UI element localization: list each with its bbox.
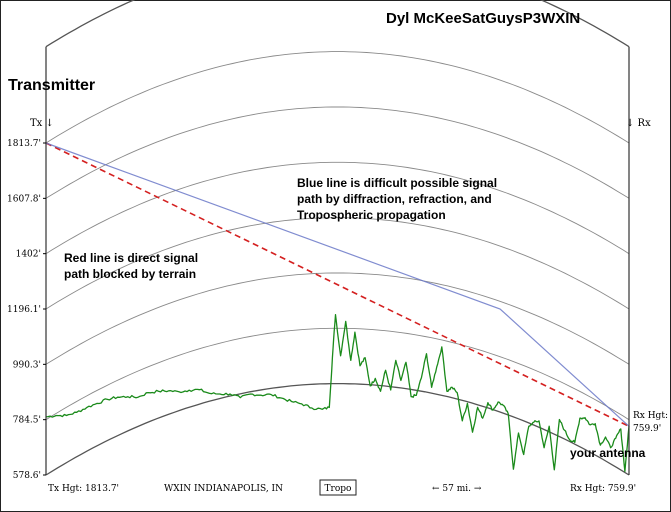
tropo-button-label[interactable]: Tropo bbox=[325, 484, 352, 494]
chart-title: Dyl McKeeSatGuysP3WXIN bbox=[386, 10, 580, 27]
profile-boundaries bbox=[45, 46, 630, 475]
y-tick-label: 578.6' bbox=[13, 471, 41, 481]
station-name: WXIN INDIANAPOLIS, IN bbox=[164, 484, 283, 494]
earth-curve-line bbox=[45, 161, 630, 255]
y-tick-label: 1607.8' bbox=[7, 194, 41, 204]
earth-curve-line bbox=[45, 106, 630, 199]
red-line-annotation: Red line is direct signal path blocked b… bbox=[64, 251, 198, 281]
distance-label: ← 57 mi. → bbox=[432, 484, 482, 494]
earth-curve-line bbox=[45, 327, 630, 421]
blue-note-line-3: Tropospheric propagation bbox=[297, 208, 446, 222]
earth-curve-line bbox=[45, 217, 630, 310]
y-tick-label: 990.3' bbox=[13, 360, 41, 370]
y-axis-ticks: 1813.7' 1607.8' 1402' 1196.1' 990.3' 784.5' 57… bbox=[7, 139, 46, 481]
rx-height-value: 759.9' bbox=[633, 424, 661, 434]
blue-note-line-2: path by diffraction, refraction, and bbox=[297, 192, 492, 206]
rx-height-label: Rx Hgt: bbox=[633, 411, 668, 421]
y-tick-label: 784.5' bbox=[13, 416, 41, 426]
rx-height-footer: Rx Hgt: 759.9' bbox=[570, 484, 636, 494]
blue-line-annotation: Blue line is difficult possible signal p… bbox=[297, 176, 497, 222]
rx-marker: ↓ Rx bbox=[626, 118, 651, 129]
y-tick-label: 1402' bbox=[16, 250, 41, 260]
earth-curve-line bbox=[45, 51, 630, 144]
footer: Tx Hgt: 1813.7' WXIN INDIANAPOLIS, IN Tr… bbox=[48, 479, 636, 496]
earth-curvature-lines bbox=[45, 0, 630, 476]
y-tick-label: 1813.7' bbox=[7, 139, 41, 149]
tropo-button-box[interactable] bbox=[319, 479, 357, 496]
terrain-profile bbox=[45, 314, 630, 473]
diffraction-path-line bbox=[45, 142, 630, 427]
signal-paths bbox=[45, 142, 630, 428]
tx-marker: Tx ↓ bbox=[30, 118, 54, 129]
antenna-note: your antenna bbox=[570, 446, 646, 460]
y-tick-label: 1196.1' bbox=[7, 305, 41, 315]
tropo-button[interactable]: Tropo bbox=[319, 479, 357, 496]
direct-path-line bbox=[45, 142, 630, 428]
tx-height-footer: Tx Hgt: 1813.7' bbox=[48, 484, 119, 494]
blue-note-line-1: Blue line is difficult possible signal bbox=[297, 176, 497, 190]
terrain-line bbox=[45, 314, 630, 473]
transmitter-label: Transmitter bbox=[8, 77, 95, 94]
red-note-line-1: Red line is direct signal bbox=[64, 251, 198, 265]
earth-curve-line bbox=[45, 272, 630, 365]
red-note-line-2: path blocked by terrain bbox=[64, 267, 196, 281]
